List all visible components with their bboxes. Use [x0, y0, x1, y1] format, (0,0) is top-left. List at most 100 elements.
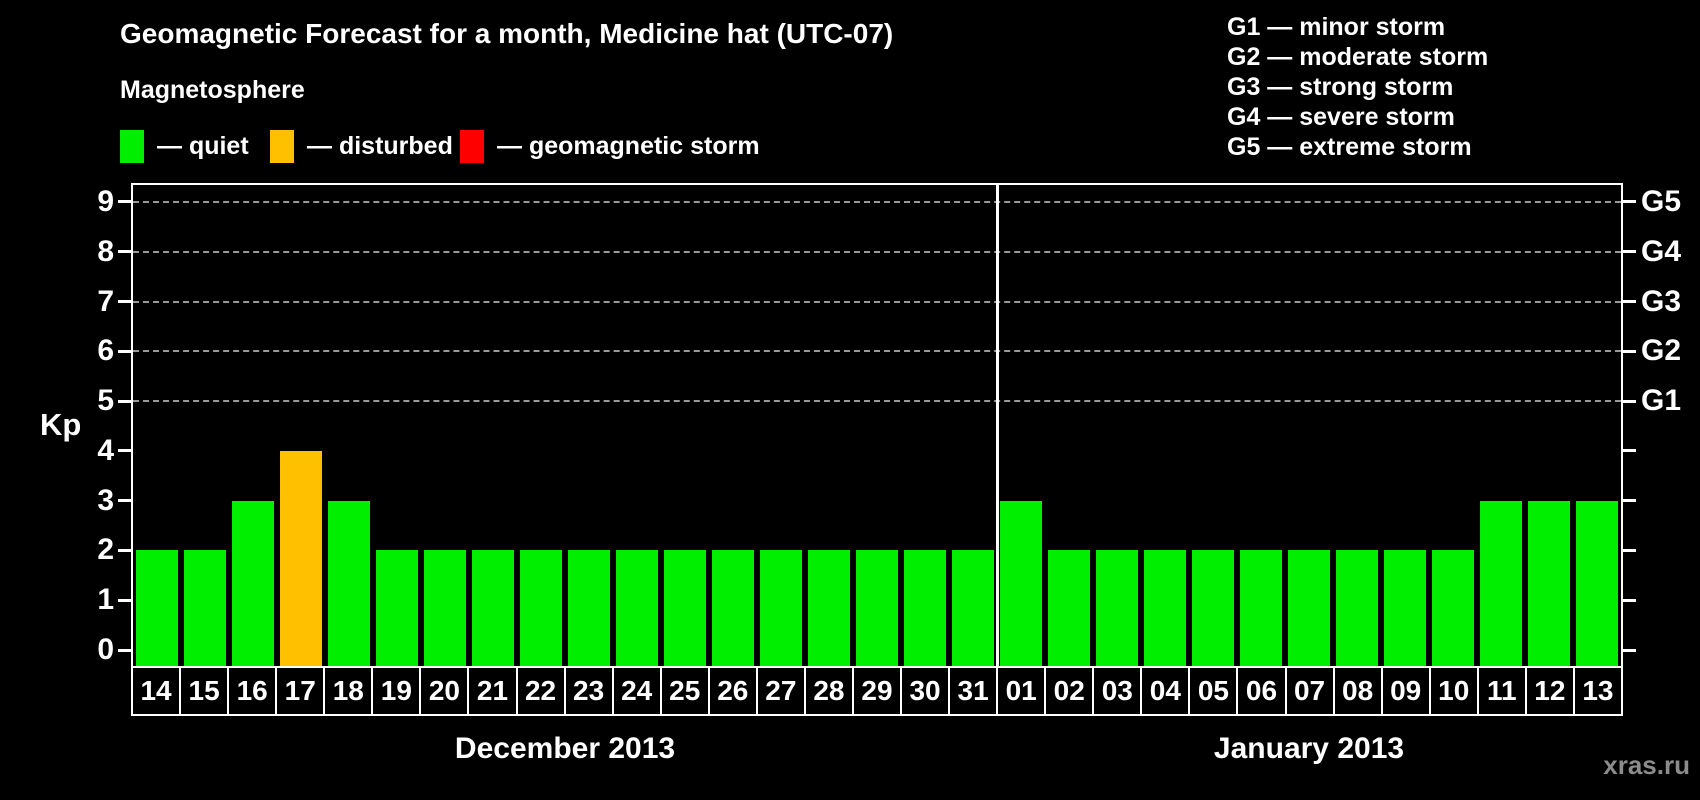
- day-label: 05: [1190, 668, 1239, 714]
- month-label: January 2013: [1213, 732, 1405, 765]
- kp-bar: [1384, 550, 1426, 666]
- legend-label-disturbed: — disturbed: [307, 132, 453, 160]
- kp-bar: [856, 550, 898, 666]
- day-label: 02: [1046, 668, 1095, 714]
- y-axis-tick-left: [118, 648, 131, 652]
- storm-swatch-icon: [460, 130, 484, 163]
- y-axis-tick-label: 3: [97, 483, 114, 517]
- day-label: 17: [277, 668, 326, 714]
- disturbed-swatch-icon: [270, 130, 294, 163]
- day-label: 19: [373, 668, 422, 714]
- day-label: 24: [614, 668, 662, 714]
- kp-bar: [136, 550, 178, 666]
- kp-bar: [1240, 550, 1282, 666]
- day-label: 20: [421, 668, 470, 714]
- y-axis-tick-label: 2: [97, 533, 114, 567]
- y-axis-tick-right: [1623, 300, 1636, 303]
- gridline-kp-7: [133, 300, 1621, 303]
- g-legend-item-g2: G2 — moderate storm: [1227, 43, 1489, 71]
- kp-bar: [1336, 550, 1378, 666]
- kp-bar: [1528, 500, 1570, 666]
- y-axis-tick-label: 8: [97, 234, 114, 268]
- y-axis-tick-left: [118, 349, 131, 353]
- watermark: xras.ru: [1603, 750, 1690, 780]
- y-axis-tick-right: [1623, 200, 1636, 204]
- month-separator-line: [995, 185, 999, 666]
- kp-bar: [520, 550, 562, 666]
- plot-area: [131, 183, 1623, 666]
- quiet-swatch-icon: [120, 130, 144, 163]
- legend-label-storm: — geomagnetic storm: [497, 132, 760, 160]
- gridline-kp-9: [133, 200, 1621, 203]
- day-label: 21: [469, 668, 518, 714]
- y-axis-tick-left: [118, 300, 131, 303]
- month-label: December 2013: [454, 732, 676, 765]
- kp-bar: [664, 550, 706, 666]
- day-label: 08: [1335, 668, 1383, 714]
- day-label: 28: [806, 668, 854, 714]
- y-axis-tick-label: 0: [97, 633, 114, 667]
- g-axis-label-g3: G3: [1641, 284, 1682, 318]
- kp-bar: [424, 550, 466, 666]
- day-label: 10: [1431, 668, 1479, 714]
- kp-bar: [1048, 550, 1090, 666]
- g-legend-item-g3: G3 — strong storm: [1227, 73, 1454, 101]
- y-axis-tick-right: [1623, 250, 1636, 254]
- kp-bar: [1000, 500, 1042, 666]
- g-legend-item-g5: G5 — extreme storm: [1227, 133, 1472, 161]
- legend-item-disturbed: — disturbed: [270, 130, 453, 163]
- day-axis-row: 14 15 16 17 18 19 20 21 22 23 24 25 26 27 28 29 30 31 01 02…: [131, 666, 1623, 716]
- day-label: 18: [325, 668, 374, 714]
- kp-bar: [184, 550, 226, 666]
- day-label: 13: [1582, 675, 1614, 706]
- day-label: 30: [902, 668, 951, 714]
- day-label: 15: [181, 668, 230, 714]
- y-axis-tick-right: [1623, 349, 1636, 353]
- legend-item-quiet: — quiet: [120, 130, 249, 163]
- day-label: 26: [710, 668, 758, 714]
- day-label: 04: [1142, 668, 1191, 714]
- g-legend-item-g4: G4 — severe storm: [1227, 103, 1455, 131]
- y-axis-tick-left: [118, 598, 131, 602]
- day-label: 06: [1238, 668, 1287, 714]
- kp-bar: [1480, 500, 1522, 666]
- y-axis-tick-left: [118, 399, 131, 403]
- day-label: 14: [133, 668, 182, 714]
- day-label: 09: [1383, 668, 1431, 714]
- y-axis-tick-label: 6: [97, 334, 114, 368]
- gridline-kp-6: [133, 350, 1621, 353]
- day-label: 01: [998, 668, 1047, 714]
- kp-bar: [568, 550, 610, 666]
- day-label: 12: [1527, 668, 1575, 714]
- kp-bar: [1192, 550, 1234, 666]
- y-axis-tick-label: 9: [97, 184, 114, 218]
- y-axis-tick-left: [118, 449, 131, 453]
- chart-title: Geomagnetic Forecast for a month, Medici…: [120, 18, 894, 49]
- y-axis-tick-right: [1623, 499, 1636, 503]
- y-axis-tick-label: 7: [97, 284, 114, 318]
- day-label: 29: [854, 668, 902, 714]
- day-label: 22: [518, 668, 566, 714]
- kp-axis-label: Kp: [40, 407, 82, 442]
- legend-label-quiet: — quiet: [157, 132, 249, 160]
- day-label: 16: [229, 668, 278, 714]
- kp-bar: [280, 450, 322, 666]
- day-label: 03: [1094, 668, 1143, 714]
- y-axis-tick-right: [1623, 598, 1636, 602]
- kp-bar: [1576, 500, 1618, 666]
- g-axis-label-g4: G4: [1641, 234, 1682, 268]
- legend-item-storm: — geomagnetic storm: [460, 130, 760, 163]
- day-label: 07: [1287, 668, 1335, 714]
- y-axis-tick-left: [118, 499, 131, 503]
- kp-bar: [376, 550, 418, 666]
- kp-bar: [1144, 550, 1186, 666]
- y-axis-tick-label: 4: [97, 433, 114, 467]
- kp-bar: [952, 550, 994, 666]
- day-label: 31: [950, 668, 999, 714]
- kp-bar: [472, 550, 514, 666]
- y-axis-tick-right: [1623, 399, 1636, 403]
- y-axis-tick-label: 5: [97, 384, 114, 418]
- y-axis-tick-left: [118, 250, 131, 254]
- day-label: 25: [662, 668, 710, 714]
